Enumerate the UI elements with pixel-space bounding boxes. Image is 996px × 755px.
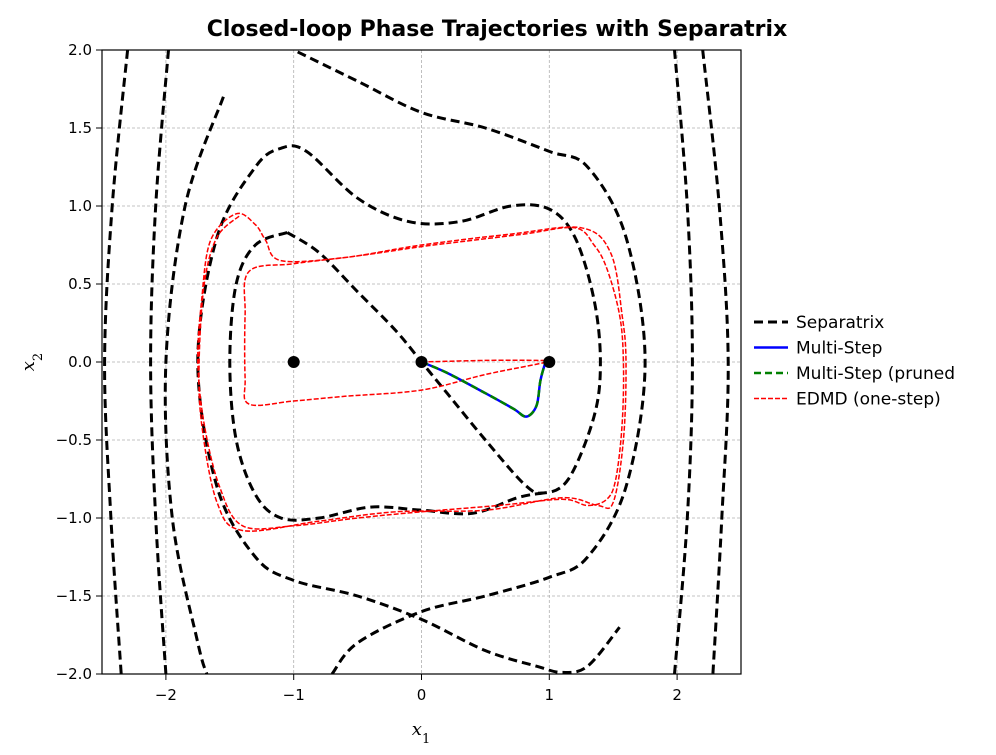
y-tick-label: −2.0: [56, 665, 92, 683]
chart-title: Closed-loop Phase Trajectories with Sepa…: [207, 17, 788, 42]
edmd-curve: [197, 212, 627, 532]
plot-curves: [103, 50, 730, 674]
y-tick-label: 1.0: [68, 197, 92, 215]
equilibrium-point: [543, 356, 556, 368]
y-tick-label: 1.5: [68, 119, 92, 137]
x-tick-label: −1: [283, 686, 305, 704]
x-axis-ticks: −2 −1 0 1 2: [155, 674, 682, 704]
y-tick-label: −1.5: [56, 587, 92, 605]
separatrix-legend-label: Separatrix: [796, 313, 884, 333]
edmd-legend-label: EDMD (one-step): [796, 390, 941, 410]
y-tick-label: 2.0: [68, 41, 92, 59]
equilibrium-point: [287, 356, 300, 368]
separatrix-curve: [163, 96, 225, 674]
x-tick-label: 2: [672, 686, 682, 704]
y-tick-label: 0.5: [68, 275, 92, 293]
y-axis-ticks: 2.0 1.5 1.0 0.5 0.0 −0.5 −1.0 −1.5 −2.0: [56, 41, 102, 683]
multi-step-legend-label: Multi-Step: [796, 339, 882, 359]
separatrix-curve: [103, 50, 130, 674]
x-tick-label: 0: [417, 686, 427, 704]
separatrix-curve: [149, 50, 170, 674]
separatrix-curve: [293, 50, 647, 674]
separatrix-curve: [701, 50, 730, 674]
equilibrium-points: [287, 356, 556, 368]
y-tick-label: −1.0: [56, 509, 92, 527]
multi-step-curve: [421, 360, 547, 418]
equilibrium-point: [415, 356, 428, 368]
separatrix-curve: [673, 50, 694, 674]
multi-step-pruned-legend-label: Multi-Step (pruned: [796, 364, 955, 384]
y-axis-label: x2: [18, 353, 46, 371]
x-tick-label: −2: [155, 686, 177, 704]
separatrix-curve: [228, 231, 544, 522]
multi-step-pruned-curve: [421, 360, 547, 418]
y-tick-label: −0.5: [56, 431, 92, 449]
x-axis-label: x1: [412, 719, 430, 747]
legend: Separatrix Multi-Step Multi-Step (pruned ED…: [754, 313, 955, 410]
y-tick-label: 0.0: [68, 353, 92, 371]
separatrix-curve: [196, 144, 621, 674]
x-tick-label: 1: [545, 686, 555, 704]
